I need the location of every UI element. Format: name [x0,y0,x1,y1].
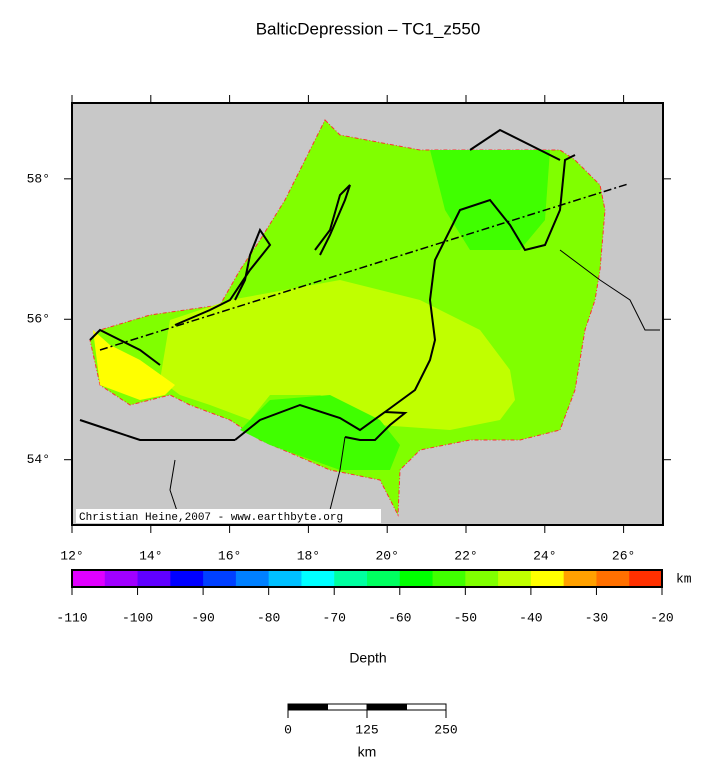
colorbar-frame [71,569,663,588]
colorbar-segment [629,570,663,587]
colorbar-segment [465,570,499,587]
colorbar-segment [498,570,532,587]
coastline [79,128,576,441]
x-tick-label: 26° [612,548,635,563]
depth-region [160,280,515,430]
y-tick-label: 54° [27,452,50,467]
scale-bar: 0 125 250 [284,703,458,737]
colorbar-segment [203,570,237,587]
colorbar-tick-label: -100 [122,610,153,625]
colorbar-segment [530,570,565,587]
scale-bar-tick-label: 125 [355,722,378,737]
scale-bar-segment [366,703,407,711]
colorbar-unit: km [676,571,692,586]
map-axes: 12° 14° 16° 18° 20° 22° 24° 26° 54° 56° 58° [27,95,671,563]
x-tick-label: 14° [139,548,162,563]
scale-bar-tick-label: 0 [284,722,292,737]
x-tick-label: 20° [375,548,398,563]
depth-region [240,395,400,470]
colorbar-tick-label: -20 [650,610,673,625]
colorbar-segment [301,570,335,587]
colorbar-segment [432,570,466,587]
colorbar-tick-label: -60 [388,610,411,625]
colorbar-segment [137,570,171,587]
x-tick-label: 16° [218,548,241,563]
scale-bar-segment [327,703,368,711]
colorbar-segment [367,570,401,587]
colorbar: -110 -100 -90 -80 -70 -60 -50 -40 -30 -20 [56,569,674,625]
x-tick-label: 24° [533,548,556,563]
colorbar-label: Depth [349,650,386,666]
colorbar-segment [268,570,302,587]
colorbar-segment [399,570,434,587]
colorbar-tick-label: -40 [519,610,542,625]
colorbar-tick-label: -30 [585,610,608,625]
map-frame [71,102,664,526]
scale-bar-segment [406,703,447,711]
colorbar-tick-label: -90 [191,610,214,625]
scale-bar-tick-label: 250 [434,722,457,737]
y-tick-label: 56° [27,312,50,327]
credit-box [76,509,381,523]
colorbar-segment [72,570,106,587]
colorbar-segment [334,570,368,587]
credit: Christian Heine,2007 - www.earthbyte.org [79,512,343,524]
y-tick-label: 58° [27,171,50,186]
colorbar-tick-label: -70 [323,610,346,625]
colorbar-segment [235,570,270,587]
map-body: Christian Heine,2007 - www.earthbyte.org [71,102,664,526]
depth-region [93,330,175,400]
profile-line [99,183,629,351]
colorbar-tick-label: -80 [257,610,280,625]
colorbar-segment [563,570,597,587]
x-tick-label: 18° [297,548,320,563]
colorbar-segment [596,570,630,587]
colorbar-tick-label: -110 [56,610,87,625]
x-tick-label: 22° [454,548,477,563]
x-tick-label: 12° [60,548,83,563]
colorbar-segment [170,570,204,587]
colorbar-segment [104,570,139,587]
scale-bar-segment [287,703,328,711]
title: BalticDepression – TC1_z550 [256,19,481,38]
colorbar-tick-label: -50 [454,610,477,625]
scale-bar-unit: km [358,744,377,760]
